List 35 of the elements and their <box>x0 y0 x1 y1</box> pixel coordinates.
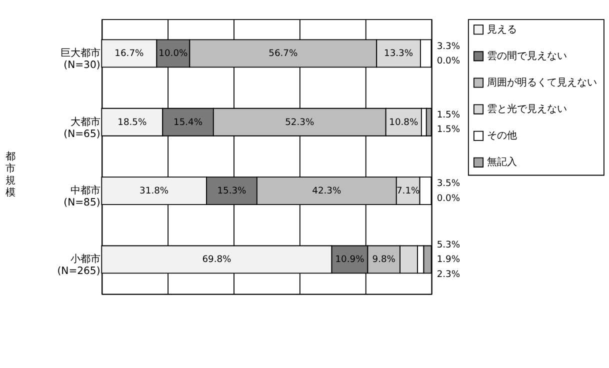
data-label: 15.3% <box>217 186 247 197</box>
data-label: 9.8% <box>372 255 396 266</box>
data-label: 7.1% <box>396 186 420 197</box>
data-label: 1.5% <box>436 110 460 121</box>
data-label: 42.3% <box>312 186 342 197</box>
legend-label: 無記入 <box>487 156 518 168</box>
legend-label: 雲と光で見えない <box>487 103 568 116</box>
data-label: 13.3% <box>384 49 414 60</box>
data-label: 0.0% <box>436 56 460 67</box>
legend-label: その他 <box>487 130 518 142</box>
legend-label: 雲の間で見えない <box>487 50 568 62</box>
y-tick-label: 大都市 (N=65) <box>64 116 100 140</box>
data-label: 52.3% <box>285 118 314 128</box>
data-label: 31.8% <box>140 186 169 197</box>
data-label: 5.3% <box>436 240 460 251</box>
legend-label: 周囲が明るくて見えない <box>487 77 598 88</box>
data-label: 10.9% <box>335 255 365 266</box>
y-tick-label: 中都市 (N=85) <box>64 184 100 208</box>
data-label: 16.7% <box>114 49 144 60</box>
data-label: 10.8% <box>389 118 418 128</box>
data-label: 18.5% <box>118 118 147 128</box>
data-label: 3.5% <box>436 179 460 190</box>
y-tick-label: 小都市 (N=265) <box>57 253 100 278</box>
data-label: 10.0% <box>158 49 188 60</box>
data-label: 0.0% <box>436 194 460 204</box>
data-label: 2.3% <box>436 270 460 280</box>
y-axis-title: 都市規模 <box>6 150 16 198</box>
data-label: 15.4% <box>174 118 203 128</box>
data-label: 69.8% <box>202 255 232 266</box>
data-label: 56.7% <box>268 49 298 60</box>
legend-label: 見える <box>487 24 518 36</box>
data-label: 1.5% <box>436 125 460 136</box>
y-tick-label: 巨大都市 (N=30) <box>60 47 100 72</box>
data-label: 1.9% <box>436 255 460 266</box>
data-label: 3.3% <box>436 42 460 52</box>
